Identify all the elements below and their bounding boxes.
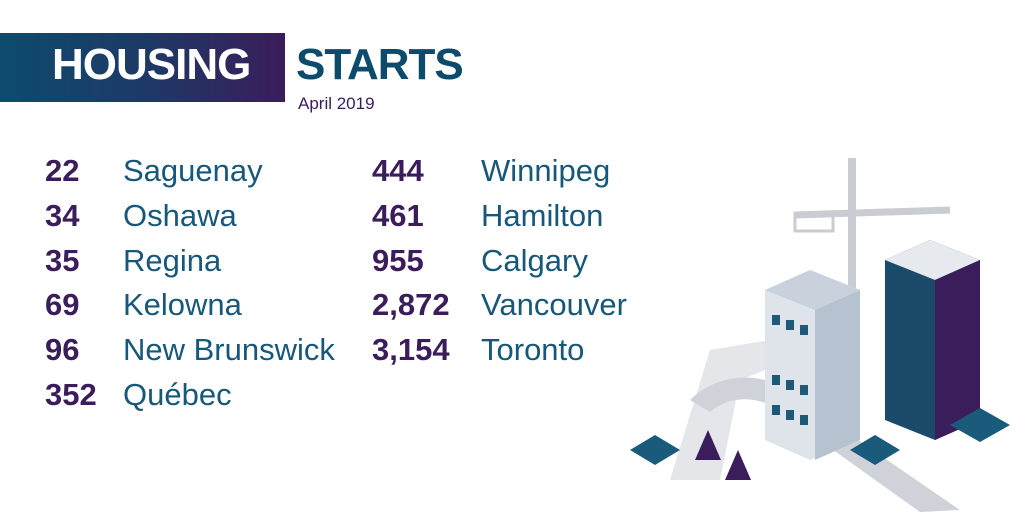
starts-count: 69 [45,287,80,323]
illustration [630,158,1010,512]
city-name: Québec [123,377,232,412]
starts-count: 34 [45,197,80,233]
title-left: HOUSING [52,40,251,89]
city-name: New Brunswick [123,332,335,368]
city-name: Saguenay [123,153,263,188]
city-name: Calgary [481,242,588,278]
starts-count: 96 [45,332,80,368]
starts-count: 22 [45,153,80,188]
subtitle: April 2019 [298,94,375,113]
starts-count: 2,872 [372,287,450,323]
city-name: Winnipeg [481,153,611,188]
city-name: Vancouver [481,287,627,323]
city-name: Kelowna [123,287,242,323]
starts-count: 35 [45,242,80,278]
banner [0,33,285,102]
city-name: Regina [123,242,222,278]
starts-count: 955 [372,242,424,278]
starts-count: 352 [45,377,97,412]
city-name: Oshawa [123,197,237,233]
starts-count: 444 [372,153,424,188]
city-name: Hamilton [481,197,604,233]
title-right: STARTS [296,40,464,89]
starts-count: 461 [372,197,424,233]
city-name: Toronto [481,332,585,368]
starts-count: 3,154 [372,332,450,368]
